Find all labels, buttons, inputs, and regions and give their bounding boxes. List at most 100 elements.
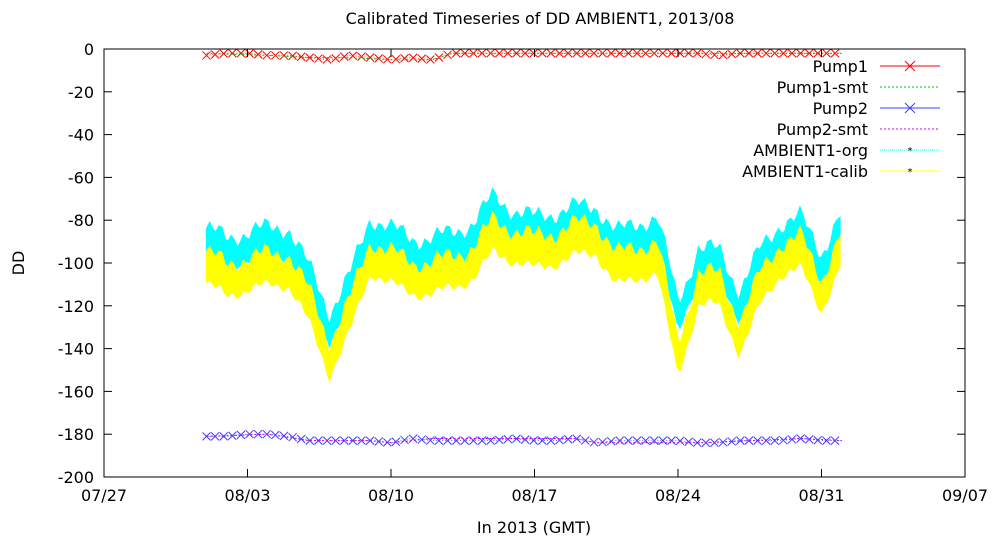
- x-marker: [710, 438, 719, 448]
- x-marker: [408, 53, 418, 63]
- x-marker: [701, 49, 711, 59]
- x-marker: [692, 48, 702, 58]
- x-marker: [400, 435, 409, 445]
- x-marker: [305, 436, 315, 445]
- x-marker: [296, 52, 306, 62]
- y-tick-label: -20: [68, 83, 94, 102]
- x-marker: [339, 52, 349, 61]
- x-marker: [684, 437, 694, 447]
- x-marker: [296, 434, 306, 444]
- x-marker: [563, 434, 573, 444]
- x-marker: [486, 436, 495, 445]
- x-marker: [322, 55, 332, 64]
- series-pump1-smt: [206, 52, 842, 61]
- x-marker: [735, 48, 745, 58]
- x-marker: [718, 437, 728, 447]
- x-marker: [314, 54, 323, 63]
- x-marker: [477, 436, 487, 445]
- series-band: [205, 210, 841, 384]
- x-marker: [761, 436, 771, 445]
- x-marker: [727, 49, 737, 59]
- x-marker: [451, 436, 461, 445]
- x-marker: [512, 434, 521, 444]
- x-marker: [245, 429, 254, 439]
- x-marker: [572, 434, 582, 444]
- x-marker: [227, 48, 237, 58]
- x-marker: [494, 435, 504, 445]
- data-layer: [202, 48, 843, 448]
- x-tick-label: 07/27: [81, 486, 127, 505]
- x-marker: [555, 435, 564, 445]
- x-marker: [236, 430, 246, 440]
- x-marker: [417, 54, 427, 63]
- x-marker: [822, 436, 831, 445]
- x-marker: [770, 436, 780, 445]
- legend-item: Pump2: [813, 99, 940, 118]
- x-marker: [460, 48, 470, 58]
- legend-label: Pump2: [813, 99, 868, 118]
- legend-marker: *: [908, 167, 913, 178]
- x-marker: [245, 49, 254, 58]
- x-marker: [904, 102, 916, 114]
- x-tick-label: 08/24: [655, 486, 701, 505]
- series-line: [206, 433, 843, 444]
- x-marker: [529, 436, 539, 445]
- x-marker: [779, 435, 788, 445]
- x-marker: [503, 48, 513, 58]
- x-marker: [253, 429, 263, 439]
- x-marker: [202, 431, 211, 441]
- x-marker: [606, 436, 616, 446]
- x-marker: [537, 436, 547, 445]
- x-marker: [279, 51, 289, 60]
- x-marker: [503, 434, 513, 444]
- x-marker: [253, 50, 263, 59]
- legend-marker: *: [908, 146, 913, 157]
- x-axis-label: In 2013 (GMT): [477, 518, 591, 537]
- legend-label: AMBIENT1-org: [753, 141, 868, 160]
- x-marker: [236, 48, 246, 58]
- x-marker: [374, 54, 384, 63]
- x-tick-label: 08/03: [224, 486, 270, 505]
- x-marker: [675, 48, 685, 58]
- x-marker: [339, 436, 349, 445]
- x-marker: [624, 48, 633, 58]
- x-marker: [580, 48, 590, 58]
- y-tick-label: -40: [68, 126, 94, 145]
- x-marker: [735, 436, 745, 445]
- legend-item: AMBIENT1-calib *: [742, 162, 940, 181]
- x-marker: [288, 432, 297, 442]
- legend-label: Pump2-smt: [777, 120, 868, 139]
- x-marker: [667, 48, 676, 58]
- legend-label: AMBIENT1-calib: [742, 162, 868, 181]
- y-tick-label: -140: [58, 340, 94, 359]
- x-marker: [279, 431, 289, 441]
- x-tick-label: 08/31: [798, 486, 844, 505]
- y-tick-label: -180: [58, 425, 94, 444]
- x-marker: [813, 435, 823, 445]
- x-marker: [305, 53, 315, 62]
- x-marker: [572, 48, 582, 58]
- x-marker: [718, 50, 728, 60]
- legend-item: AMBIENT1-org *: [753, 141, 940, 160]
- x-marker: [451, 48, 461, 58]
- x-marker: [796, 434, 805, 443]
- axis-layer: 07/27 08/03 08/10 08/17 08/24 08/31 09/07 0 -20 -…: [58, 40, 988, 505]
- y-tick-label: -80: [68, 211, 94, 230]
- x-marker: [787, 48, 797, 58]
- x-marker: [684, 48, 694, 58]
- x-marker: [632, 48, 642, 58]
- x-marker: [520, 435, 530, 444]
- x-marker: [744, 436, 754, 445]
- x-marker: [391, 54, 401, 64]
- series-pump2-smt: [206, 433, 843, 444]
- x-marker: [710, 50, 719, 60]
- x-marker: [744, 48, 754, 58]
- x-marker: [434, 436, 444, 445]
- x-tick-label: 08/17: [511, 486, 557, 505]
- x-marker: [400, 53, 409, 63]
- x-marker: [520, 48, 530, 58]
- x-marker: [357, 436, 366, 445]
- x-marker: [512, 48, 521, 58]
- x-marker: [348, 51, 358, 61]
- x-marker: [615, 48, 625, 58]
